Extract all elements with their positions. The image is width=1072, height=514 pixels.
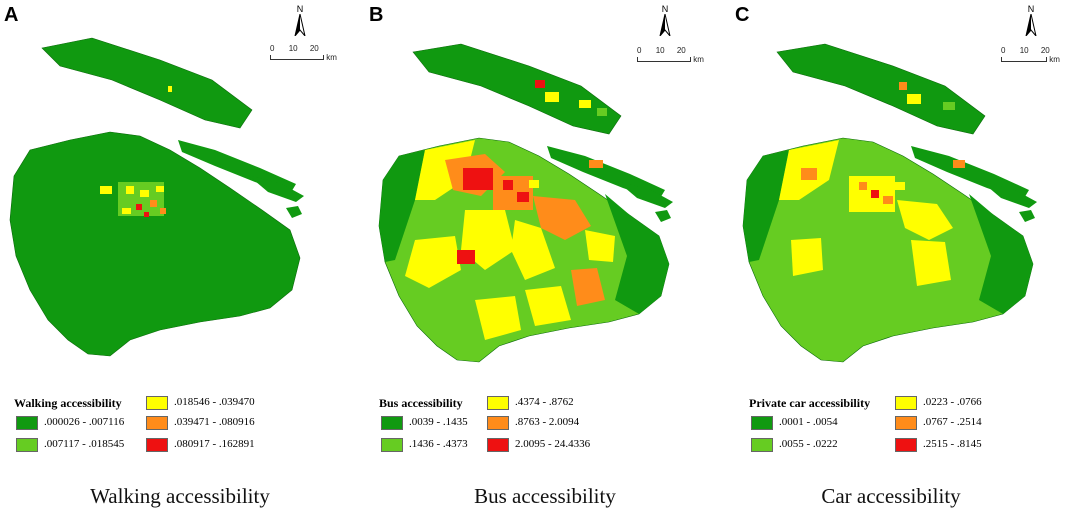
legend: Walking accessibility .000026 - .007116 … [14, 390, 314, 460]
legend-swatch [487, 396, 509, 410]
legend-swatch [146, 438, 168, 452]
legend-swatch [381, 438, 403, 452]
scale-0: 0 [270, 44, 275, 53]
panel-car: C N 0 10 20 km [731, 0, 1072, 514]
scale-20: 20 [1040, 46, 1050, 55]
scale-unit: km [1049, 55, 1060, 64]
legend-class-4: .039471 - .080916 [174, 416, 255, 428]
scale-unit: km [326, 53, 337, 62]
urban-core [100, 86, 172, 217]
legend-swatch [16, 438, 38, 452]
north-label: N [1027, 4, 1035, 14]
legend-swatch [751, 438, 773, 452]
long-island-2 [248, 175, 304, 202]
scale-10: 10 [1019, 46, 1029, 55]
legend-class-2: .1436 - .4373 [409, 438, 468, 450]
legend: Bus accessibility .0039 - .1435 .1436 - … [379, 390, 679, 460]
panel-letter: C [735, 4, 750, 26]
caption: Bus accessibility [474, 484, 616, 508]
legend-swatch [146, 416, 168, 430]
north-label: N [296, 4, 304, 14]
map-islands [412, 43, 673, 222]
scale-10: 10 [288, 44, 298, 53]
legend-class-4: .8763 - 2.0094 [515, 416, 580, 428]
scale-10: 10 [655, 46, 665, 55]
legend-class-3: .0223 - .0766 [923, 396, 982, 408]
legend-title: Bus accessibility [379, 396, 463, 410]
panel-letter: A [4, 4, 19, 26]
legend-class-5: .080917 - .162891 [174, 438, 255, 450]
legend-swatch [487, 438, 509, 452]
north-arrow-icon [294, 13, 306, 37]
legend-class-3: .4374 - .8762 [515, 396, 574, 408]
legend-swatch [895, 416, 917, 430]
map-islands [41, 37, 304, 218]
caption: Walking accessibility [90, 484, 270, 508]
long-island-2 [981, 181, 1037, 208]
scale-20: 20 [309, 44, 319, 53]
small-island [655, 210, 671, 222]
north-island [412, 43, 622, 135]
scale-unit: km [693, 55, 704, 64]
legend-class-4: .0767 - .2514 [923, 416, 982, 428]
north-arrow: N [290, 4, 310, 38]
panel-letter: B [369, 4, 384, 26]
bus-map [378, 43, 673, 363]
legend-swatch [895, 438, 917, 452]
panel-walking: A N 0 10 20 km [0, 0, 357, 514]
scale-20: 20 [676, 46, 686, 55]
legend-class-1: .0039 - .1435 [409, 416, 468, 428]
legend-swatch [381, 416, 403, 430]
scale-0: 0 [1001, 46, 1006, 55]
legend-class-1: .000026 - .007116 [44, 416, 125, 428]
north-arrow: N [655, 4, 675, 38]
legend-title: Private car accessibility [749, 396, 871, 410]
scale-bar: 0 10 20 km [1001, 46, 1072, 64]
north-arrow-icon [659, 13, 671, 37]
legend-swatch [487, 416, 509, 430]
legend-class-2: .0055 - .0222 [779, 438, 838, 450]
long-island-2 [617, 181, 673, 208]
scale-0: 0 [637, 46, 642, 55]
small-island [286, 206, 302, 218]
scale-bar: 0 10 20 km [637, 46, 722, 64]
panel-bus: B N [365, 0, 722, 514]
legend-class-1: .0001 - .0054 [779, 416, 838, 428]
legend-swatch [751, 416, 773, 430]
legend-title: Walking accessibility [14, 396, 122, 410]
north-arrow-icon [1025, 13, 1037, 37]
car-map [742, 43, 1037, 363]
north-island [41, 37, 253, 129]
legend-class-3: .018546 - .039470 [174, 396, 255, 408]
small-island [1019, 210, 1035, 222]
north-label: N [661, 4, 669, 14]
walking-map [9, 37, 304, 357]
map-islands [776, 43, 1037, 222]
legend: Private car accessibility .0001 - .0054 … [749, 390, 1049, 460]
scale-bar: 0 10 20 km [270, 44, 357, 62]
north-arrow: N [1021, 4, 1041, 38]
legend-class-5: 2.0095 - 24.4336 [515, 438, 591, 450]
legend-class-5: .2515 - .8145 [923, 438, 982, 450]
north-island [776, 43, 986, 135]
legend-swatch [16, 416, 38, 430]
caption: Car accessibility [821, 484, 961, 508]
legend-swatch [895, 396, 917, 410]
legend-swatch [146, 396, 168, 410]
mainland [9, 131, 301, 357]
legend-class-2: .007117 - .018545 [44, 438, 125, 450]
